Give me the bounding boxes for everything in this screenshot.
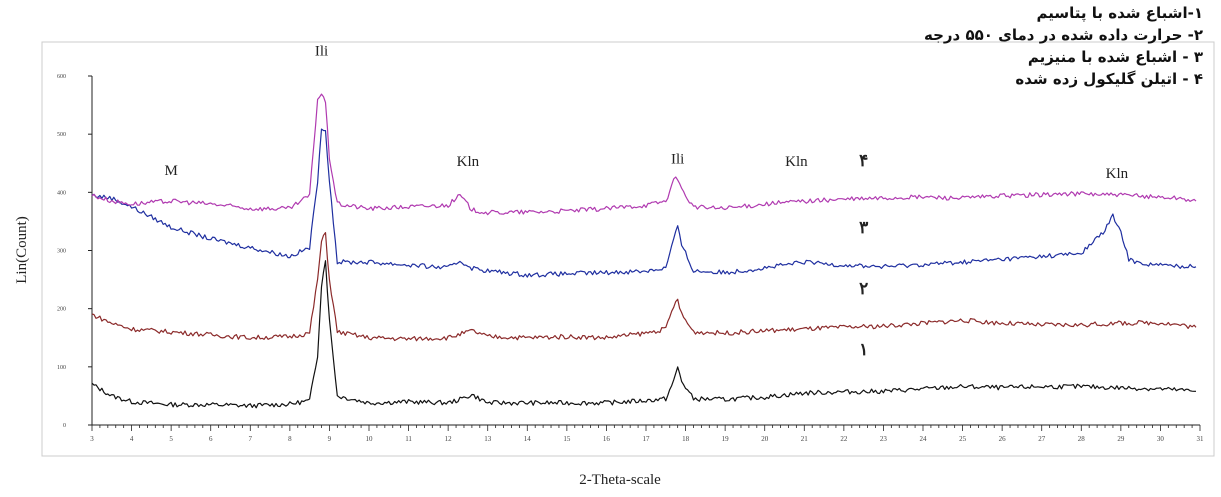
curve-number-label: ۴	[859, 151, 868, 170]
peak-label: Kln	[457, 154, 480, 170]
legend-item-4: ۴ - اتیلن گلیکول زده شده	[1015, 70, 1203, 88]
y-tick-label: 0	[63, 423, 66, 429]
y-tick-label: 400	[57, 190, 66, 196]
peak-label: Ili	[315, 44, 328, 60]
series-line-1	[91, 260, 1196, 409]
x-tick-label: 16	[603, 435, 611, 443]
x-tick-label: 12	[445, 435, 453, 443]
x-tick-label: 20	[761, 435, 769, 443]
series-line-2	[91, 232, 1197, 342]
x-tick-label: 10	[366, 435, 374, 443]
x-tick-label: 3	[90, 435, 94, 443]
x-axis-label: 2-Theta-scale	[579, 472, 661, 488]
peak-label: Kln	[785, 154, 808, 170]
series-line-4	[91, 93, 1197, 216]
y-tick-label: 100	[57, 365, 66, 371]
legend: ۱-اشباع شده با پتاسیم ۲- حرارت داده شده …	[924, 2, 1203, 90]
y-axis-label: Lin(Count)	[14, 216, 30, 284]
x-tick-label: 11	[405, 435, 412, 443]
x-tick-label: 7	[249, 435, 253, 443]
x-tick-label: 17	[643, 435, 651, 443]
x-tick-label: 24	[920, 435, 928, 443]
plot-frame	[41, 41, 1215, 457]
legend-item-1: ۱-اشباع شده با پتاسیم	[1036, 4, 1203, 22]
y-tick-label: 300	[57, 249, 66, 255]
peak-label: M	[164, 163, 177, 179]
x-tick-label: 30	[1157, 435, 1165, 443]
x-tick-label: 5	[169, 435, 173, 443]
x-tick-label: 28	[1078, 435, 1086, 443]
x-tick-label: 21	[801, 435, 809, 443]
legend-item-3: ۳ - اشباع شده با منیزیم	[1027, 48, 1203, 66]
x-tick-label: 9	[328, 435, 332, 443]
curve-number-label: ۱	[859, 340, 868, 359]
x-tick-label: 13	[484, 435, 492, 443]
x-tick-label: 29	[1117, 435, 1125, 443]
x-tick-label: 22	[840, 435, 848, 443]
y-tick-label: 200	[57, 307, 66, 313]
y-tick-label: 600	[57, 74, 66, 80]
peak-label: Kln	[1106, 166, 1129, 182]
x-tick-label: 31	[1197, 435, 1205, 443]
y-tick-label: 500	[57, 132, 66, 138]
x-tick-label: 23	[880, 435, 888, 443]
x-tick-label: 18	[682, 435, 690, 443]
x-tick-label: 4	[130, 435, 134, 443]
series-line-3	[91, 128, 1197, 278]
x-tick-label: 14	[524, 435, 532, 443]
x-tick-label: 19	[722, 435, 730, 443]
curve-number-label: ۲	[859, 279, 868, 298]
peak-label: Ili	[671, 151, 684, 167]
x-tick-label: 26	[999, 435, 1007, 443]
x-tick-label: 27	[1038, 435, 1046, 443]
x-tick-label: 6	[209, 435, 213, 443]
x-tick-label: 25	[959, 435, 967, 443]
x-tick-label: 8	[288, 435, 292, 443]
curve-number-label: ۳	[859, 218, 868, 237]
legend-item-2: ۲- حرارت داده شده در دمای ۵۵۰ درجه	[923, 26, 1203, 44]
x-tick-label: 15	[563, 435, 571, 443]
